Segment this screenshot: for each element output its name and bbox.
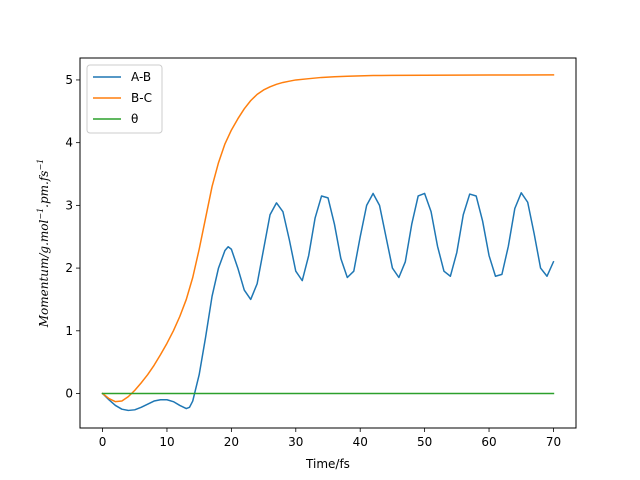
y-axis-ticks: 0 1 2 3 4 5 <box>65 73 80 401</box>
x-axis-ticks: 0 10 20 30 40 50 60 70 <box>99 428 561 449</box>
y-axis-label-mid: .pm.fs <box>37 171 51 208</box>
x-tick-label: 20 <box>224 435 239 449</box>
plot-frame <box>79 57 577 429</box>
legend-label-2: θ <box>131 112 138 126</box>
legend-label-1: B-C <box>131 91 152 105</box>
y-tick-label: 4 <box>65 136 73 150</box>
y-tick-label: 0 <box>65 387 73 401</box>
y-tick-label: 2 <box>65 261 73 275</box>
x-tick-label: 30 <box>288 435 303 449</box>
x-tick-label: 40 <box>353 435 368 449</box>
legend: A-B B-C θ <box>86 64 163 134</box>
plot-lines <box>101 74 555 412</box>
x-tick-label: 50 <box>417 435 432 449</box>
y-axis-label-sup1: −1 <box>36 208 45 220</box>
y-tick-label: 5 <box>65 73 73 87</box>
series-line-0 <box>101 192 555 412</box>
x-axis-label: Time/fs <box>305 457 350 471</box>
x-tick-label: 70 <box>546 435 561 449</box>
x-tick-label: 60 <box>481 435 496 449</box>
x-tick-label: 0 <box>99 435 107 449</box>
y-axis-label-base: Momentum/g.mol <box>37 219 51 328</box>
y-tick-label: 1 <box>65 324 73 338</box>
legend-box <box>86 64 163 134</box>
y-axis-label: Momentum/g.mol−1.pm.fs−1 <box>36 159 51 329</box>
y-tick-label: 3 <box>65 198 73 212</box>
legend-label-0: A-B <box>131 70 151 84</box>
x-tick-label: 10 <box>159 435 174 449</box>
series-line-1 <box>101 74 555 403</box>
y-axis-label-sup2: −1 <box>36 159 45 171</box>
